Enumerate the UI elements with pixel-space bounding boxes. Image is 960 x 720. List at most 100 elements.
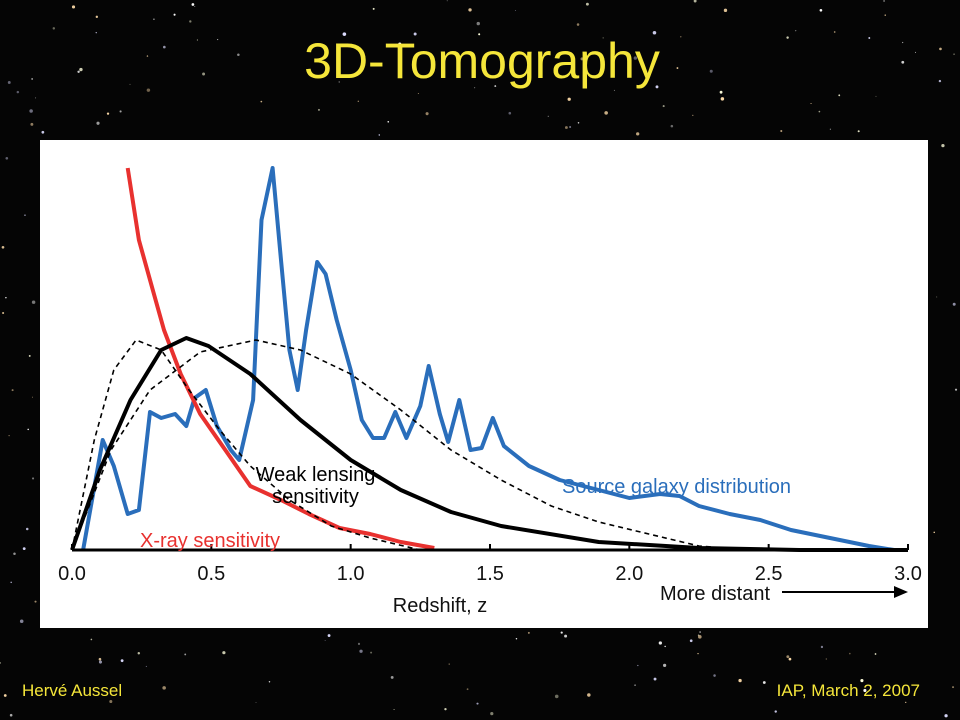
star <box>95 15 99 19</box>
star <box>98 660 103 664</box>
star <box>448 663 450 665</box>
star <box>658 641 662 645</box>
star <box>173 13 176 16</box>
star <box>560 631 563 634</box>
star <box>194 6 196 7</box>
star <box>794 29 797 32</box>
star <box>508 111 512 115</box>
star <box>268 681 271 683</box>
star <box>28 354 31 357</box>
star <box>372 7 375 10</box>
star <box>109 699 113 704</box>
star <box>633 56 638 60</box>
star <box>698 635 702 639</box>
star <box>713 674 716 677</box>
star <box>663 663 667 667</box>
star <box>11 389 14 392</box>
star <box>31 78 33 80</box>
star <box>527 631 530 634</box>
star <box>494 85 497 87</box>
star <box>554 694 559 699</box>
series-label: Source galaxy distribution <box>562 476 792 498</box>
star <box>34 600 37 603</box>
star <box>774 710 777 713</box>
x-tick-label: 1.0 <box>337 563 365 585</box>
star <box>786 655 790 659</box>
series-line <box>81 166 895 552</box>
star <box>692 114 694 116</box>
star <box>587 693 591 697</box>
star <box>146 55 149 57</box>
star <box>883 0 886 2</box>
star <box>338 81 340 83</box>
star <box>901 60 905 64</box>
star <box>95 31 97 34</box>
star <box>393 709 395 710</box>
star <box>838 94 841 97</box>
star <box>106 112 110 115</box>
star <box>953 53 955 56</box>
annotation: More distant <box>660 583 770 605</box>
star <box>902 41 904 44</box>
star <box>874 653 877 655</box>
x-tick-label: 3.0 <box>894 563 922 585</box>
star <box>857 130 860 133</box>
star <box>9 713 13 717</box>
star <box>936 296 938 298</box>
star <box>77 70 80 74</box>
star <box>788 657 792 661</box>
star <box>184 653 187 656</box>
star <box>387 121 390 123</box>
star <box>32 477 35 480</box>
star <box>19 619 24 624</box>
star <box>849 652 851 655</box>
star <box>153 18 155 20</box>
star <box>636 132 640 136</box>
star <box>564 126 568 129</box>
star <box>884 14 886 16</box>
star <box>8 434 10 437</box>
star <box>490 712 494 716</box>
star <box>580 57 584 61</box>
star <box>357 100 360 103</box>
star <box>191 3 195 6</box>
star <box>425 112 429 116</box>
star <box>719 90 723 94</box>
star <box>939 47 942 51</box>
star <box>670 124 674 128</box>
star <box>697 652 699 655</box>
series-line <box>71 339 750 551</box>
star <box>952 686 955 689</box>
series-line <box>71 339 421 551</box>
star <box>476 702 479 705</box>
footer-right: IAP, March 2, 2007 <box>777 681 920 700</box>
star <box>5 156 9 160</box>
star <box>762 681 766 684</box>
star <box>119 110 122 113</box>
star <box>938 79 942 83</box>
star <box>413 32 417 36</box>
star <box>444 708 447 711</box>
star <box>13 552 16 555</box>
star <box>547 115 549 117</box>
star <box>162 686 166 690</box>
star <box>255 702 257 703</box>
star <box>944 714 948 718</box>
star <box>664 645 666 648</box>
star <box>71 5 76 9</box>
star <box>146 88 151 92</box>
star <box>875 95 877 97</box>
star <box>129 83 131 85</box>
star <box>952 302 956 306</box>
star <box>31 396 33 398</box>
star <box>680 36 682 38</box>
star <box>738 678 742 683</box>
star <box>860 678 864 683</box>
star <box>327 634 331 637</box>
x-tick-label: 0.0 <box>58 563 86 585</box>
star <box>941 143 945 148</box>
star <box>202 72 206 76</box>
x-tick-label: 1.5 <box>476 563 504 585</box>
